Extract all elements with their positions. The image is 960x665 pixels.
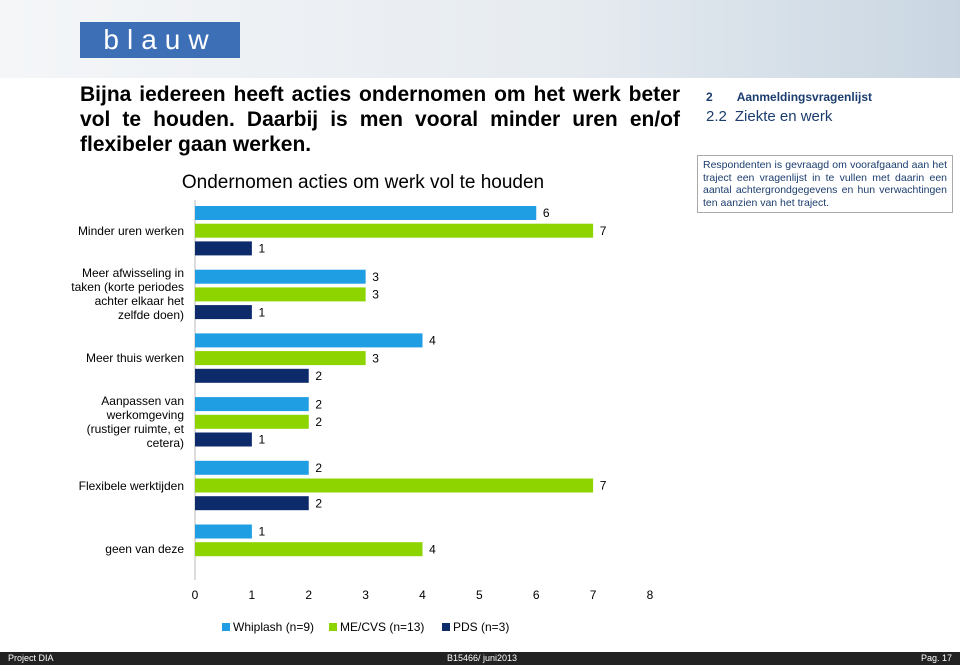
footer-center: B15466/ juni2013 — [447, 653, 518, 663]
note: Respondenten is gevraagd om voorafgaand … — [697, 155, 953, 213]
section-number: 2 — [706, 90, 713, 104]
chart: Ondernomen acties om werk vol te houden … — [182, 172, 654, 634]
bar — [195, 351, 366, 366]
bar — [195, 206, 537, 220]
logo: blauw — [80, 22, 240, 58]
data-label: 1 — [259, 525, 266, 539]
bar — [195, 414, 309, 429]
category-label: Meer afwisseling in taken (korte periode… — [71, 266, 184, 323]
data-label: 6 — [543, 206, 550, 220]
legend-label: PDS (n=3) — [453, 620, 509, 634]
x-tick-label: 0 — [192, 588, 199, 602]
bar — [195, 496, 309, 511]
x-tick-label: 3 — [362, 588, 369, 602]
chart-title: Ondernomen acties om werk vol te houden — [182, 172, 544, 193]
category-label: Aanpassen van werkomgeving (rustiger rui… — [86, 393, 184, 450]
x-tick-label: 1 — [249, 588, 256, 602]
bar — [195, 333, 423, 348]
bar — [195, 524, 252, 539]
legend-label: ME/CVS (n=13) — [340, 620, 424, 634]
legend-swatch — [329, 623, 337, 631]
bar — [195, 397, 309, 412]
data-label: 3 — [372, 270, 379, 284]
x-tick-label: 6 — [533, 588, 540, 602]
subsection-title: Ziekte en werk — [734, 108, 833, 125]
bar — [195, 287, 366, 302]
section-title: Aanmeldingsvragenlijst — [736, 90, 873, 104]
heading: Bijna iedereen heeft acties ondernomen o… — [80, 83, 680, 156]
data-label: 3 — [372, 351, 379, 365]
x-tick-label: 7 — [590, 588, 597, 602]
category-label: Flexibele werktijden — [78, 478, 184, 493]
bar — [195, 432, 252, 447]
legend-swatch — [442, 623, 450, 631]
bar — [195, 305, 252, 320]
legend-swatch — [222, 623, 230, 631]
data-label: 4 — [429, 334, 436, 348]
x-tick-label: 4 — [419, 588, 426, 602]
bar — [195, 542, 423, 557]
data-label: 3 — [372, 288, 379, 302]
bar — [195, 368, 309, 383]
data-label: 2 — [315, 496, 322, 510]
bar — [195, 269, 366, 284]
legend-label: Whiplash (n=9) — [233, 620, 314, 634]
bar — [195, 241, 252, 256]
data-label: 2 — [315, 461, 322, 475]
data-label: 7 — [600, 479, 607, 493]
category-label: Meer thuis werken — [85, 351, 184, 366]
category-label: Minder uren werken — [77, 223, 184, 238]
bar — [195, 478, 594, 493]
data-label: 2 — [315, 415, 322, 429]
x-tick-label: 8 — [647, 588, 654, 602]
category-label: geen van deze — [105, 542, 184, 557]
data-label: 2 — [315, 397, 322, 411]
footer: Project DIA B15466/ juni2013 Pag. 17 — [0, 652, 960, 665]
x-tick-label: 5 — [476, 588, 483, 602]
footer-left: Project DIA — [8, 653, 54, 663]
bar — [195, 460, 309, 475]
data-label: 2 — [315, 369, 322, 383]
bar — [195, 223, 594, 238]
data-label: 4 — [429, 542, 436, 556]
data-label: 1 — [259, 433, 266, 447]
x-tick-label: 2 — [305, 588, 312, 602]
footer-right: Pag. 17 — [920, 653, 952, 663]
subsection-number: 2.2 — [706, 108, 727, 125]
data-label: 7 — [600, 224, 607, 238]
section: 2 Aanmeldingsvragenlijst — [706, 90, 872, 104]
data-label: 1 — [259, 305, 266, 319]
data-label: 1 — [259, 242, 266, 256]
subsection: 2.2 Ziekte en werk — [706, 108, 832, 125]
